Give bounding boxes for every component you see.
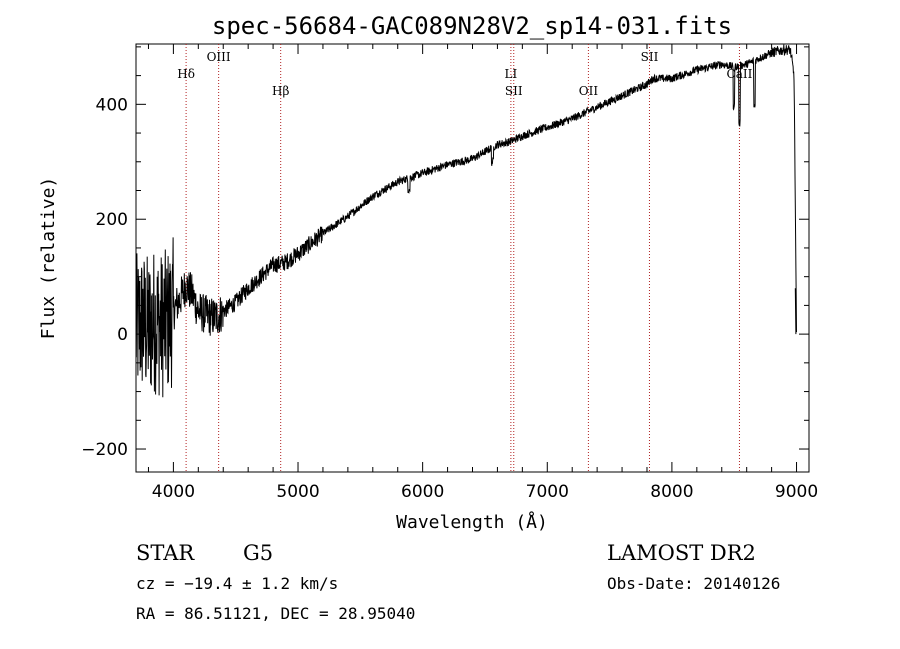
x-tick-label: 9000 xyxy=(775,482,818,502)
object-subclass: G5 xyxy=(243,541,273,565)
x-tick-label: 8000 xyxy=(650,482,693,502)
spectral-line-label: Hβ xyxy=(272,84,289,98)
axis-ticks xyxy=(136,44,809,472)
y-tick-label: 0 xyxy=(117,325,128,345)
x-tick-labels: 4000 5000 6000 7000 8000 9000 xyxy=(152,482,818,502)
plot-frame xyxy=(135,43,810,473)
survey-name: LAMOST DR2 xyxy=(607,541,756,565)
x-tick-label: 7000 xyxy=(526,482,569,502)
spectral-line-labels: Hδ OIII Hβ LI SII OII SII CaII xyxy=(177,50,752,98)
sky-coordinates: RA = 86.51121, DEC = 28.95040 xyxy=(136,604,415,623)
x-tick-label: 5000 xyxy=(276,482,319,502)
chart-title: spec-56684-GAC089N28V2_sp14-031.fits xyxy=(212,12,732,40)
y-tick-label: −200 xyxy=(81,440,128,460)
y-tick-labels: −200 0 200 400 xyxy=(81,95,128,460)
spectral-line-label: OIII xyxy=(207,50,231,64)
observation-date: Obs-Date: 20140126 xyxy=(607,574,780,593)
spectral-line-label: SII xyxy=(641,50,659,64)
spectral-line-markers xyxy=(185,44,740,472)
spectral-line-label: SII xyxy=(505,84,523,98)
y-tick-label: 200 xyxy=(96,210,128,230)
spectral-line-label: Hδ xyxy=(177,67,195,81)
y-axis-label: Flux (relative) xyxy=(38,177,59,340)
x-tick-label: 4000 xyxy=(152,482,195,502)
x-tick-label: 6000 xyxy=(401,482,444,502)
x-axis-label: Wavelength (Å) xyxy=(396,511,548,533)
object-class: STAR xyxy=(136,541,195,565)
spectrum-line xyxy=(135,44,797,398)
y-tick-label: 400 xyxy=(96,95,128,115)
redshift-readout: cz = −19.4 ± 1.2 km/s xyxy=(136,574,338,593)
spectral-line-label: LI xyxy=(505,67,518,81)
spectral-line-label: CaII xyxy=(727,67,753,81)
spectral-line-label: OII xyxy=(579,84,599,98)
